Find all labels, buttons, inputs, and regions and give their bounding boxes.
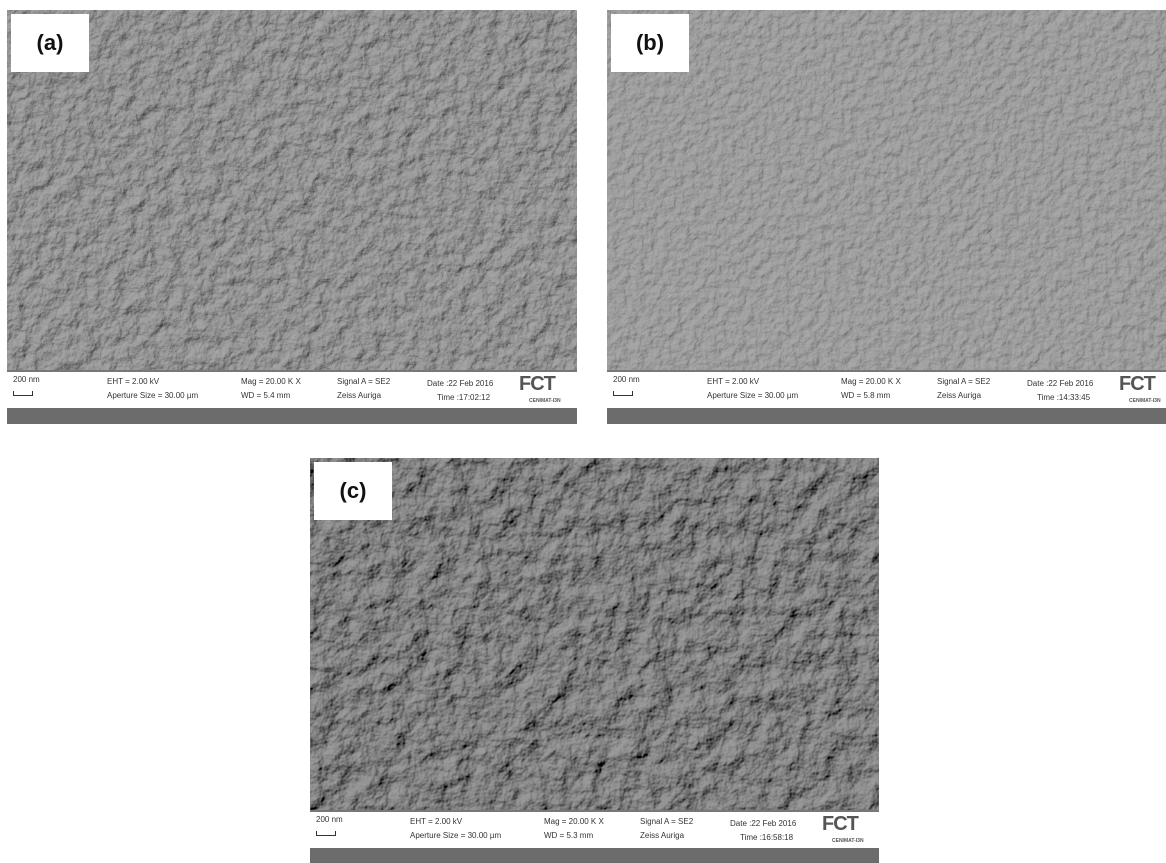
eht: EHT = 2.00 kV (707, 377, 759, 386)
info-bar: 200 nm EHT = 2.00 kV Aperture Size = 30.00… (310, 812, 879, 848)
bottom-strip (310, 848, 879, 863)
aperture: Aperture Size = 30.00 µm (107, 391, 198, 400)
logo-sub: CENIMAT-I3N (529, 398, 561, 404)
mag: Mag = 20.00 K X (544, 817, 604, 826)
aperture: Aperture Size = 30.00 µm (410, 831, 501, 840)
micrograph (607, 10, 1166, 370)
surface-texture (310, 458, 879, 810)
wd: WD = 5.4 mm (241, 391, 290, 400)
panel-label: (b) (611, 14, 689, 72)
instrument: Zeiss Auriga (937, 391, 981, 400)
wd: WD = 5.3 mm (544, 831, 593, 840)
surface-texture (7, 10, 577, 370)
date: Date :22 Feb 2016 (730, 819, 796, 828)
signal: Signal A = SE2 (640, 817, 693, 826)
scale-bar (613, 391, 633, 396)
scale-bar-label: 200 nm (316, 815, 343, 824)
sem-panel: (b) 200 nm EHT = 2.00 kV Aperture Size = 30… (607, 10, 1166, 424)
date: Date :22 Feb 2016 (427, 379, 493, 388)
wd: WD = 5.8 mm (841, 391, 890, 400)
signal: Signal A = SE2 (937, 377, 990, 386)
time: Time :16:58:18 (740, 833, 793, 842)
eht: EHT = 2.00 kV (107, 377, 159, 386)
mag: Mag = 20.00 K X (841, 377, 901, 386)
info-bar: 200 nm EHT = 2.00 kV Aperture Size = 30.00… (7, 372, 577, 408)
instrument: Zeiss Auriga (337, 391, 381, 400)
micrograph (310, 458, 879, 810)
mag: Mag = 20.00 K X (241, 377, 301, 386)
bottom-strip (607, 408, 1166, 424)
eht: EHT = 2.00 kV (410, 817, 462, 826)
date: Date :22 Feb 2016 (1027, 379, 1093, 388)
logo-sub: CENIMAT-I3N (832, 838, 864, 844)
scale-bar (316, 831, 336, 836)
sem-panel: (c) 200 nm EHT = 2.00 kV Aperture Size = 30… (310, 458, 879, 863)
logo: FCT (822, 813, 858, 836)
logo: FCT (519, 373, 555, 396)
aperture: Aperture Size = 30.00 µm (707, 391, 798, 400)
instrument: Zeiss Auriga (640, 831, 684, 840)
panel-label: (c) (314, 462, 392, 520)
surface-texture (607, 10, 1166, 370)
info-bar: 200 nm EHT = 2.00 kV Aperture Size = 30.00… (607, 372, 1166, 408)
figure: {"panels": [ {"label": "(a)", "scale_bar… (0, 0, 1166, 863)
micrograph (7, 10, 577, 370)
sem-panel: (a) 200 nm EHT = 2.00 kV Aperture Size = 30… (7, 10, 577, 424)
panel-label: (a) (11, 14, 89, 72)
time: Time :17:02:12 (437, 393, 490, 402)
logo: FCT (1119, 373, 1155, 396)
time: Time :14:33:45 (1037, 393, 1090, 402)
scale-bar-label: 200 nm (613, 375, 640, 384)
signal: Signal A = SE2 (337, 377, 390, 386)
bottom-strip (7, 408, 577, 424)
scale-bar-label: 200 nm (13, 375, 40, 384)
logo-sub: CENIMAT-I3N (1129, 398, 1161, 404)
scale-bar (13, 391, 33, 396)
